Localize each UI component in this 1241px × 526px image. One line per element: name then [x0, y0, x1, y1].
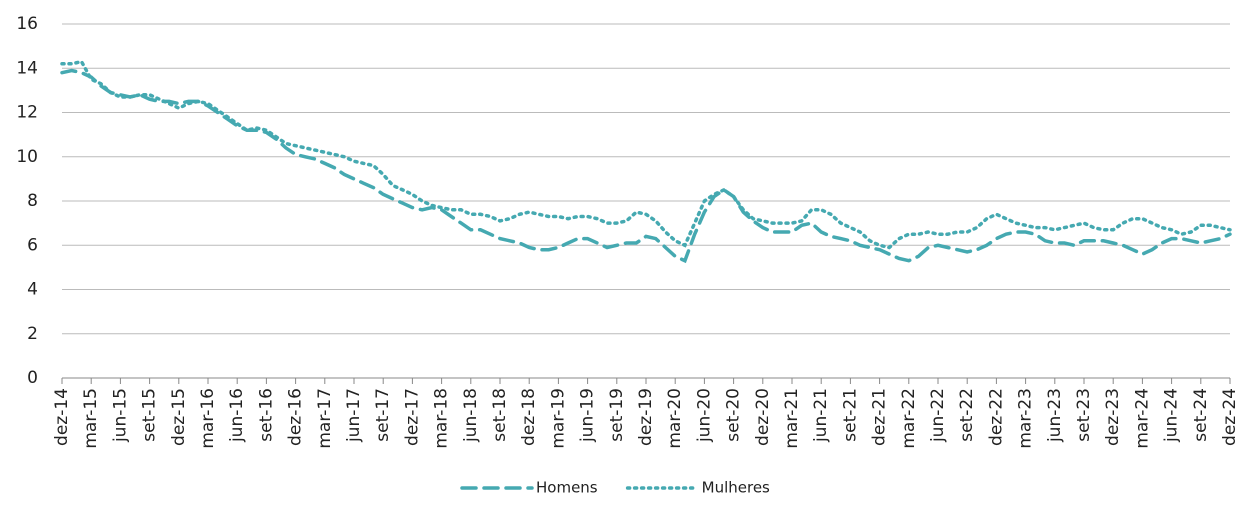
x-tick-label: jun-22	[928, 388, 948, 443]
x-tick-label: jun-18	[461, 388, 481, 443]
x-tick-label: mar-22	[899, 388, 919, 449]
x-tick-label: mar-20	[665, 388, 685, 449]
x-tick-label: set-24	[1191, 388, 1211, 442]
y-tick-label: 10	[16, 147, 38, 167]
x-tick-label: set-20	[724, 388, 744, 442]
x-tick-label: dez-15	[169, 388, 189, 446]
x-tick-label: set-16	[256, 388, 276, 442]
x-tick-label: mar-21	[782, 388, 802, 449]
line-series	[60, 59, 1232, 250]
x-tick-label: jun-23	[1045, 388, 1065, 443]
x-tick-label: dez-22	[986, 388, 1006, 446]
x-tick-label: jun-24	[1162, 388, 1182, 443]
x-tick-label: mar-23	[1016, 388, 1036, 449]
y-tick-label: 8	[27, 191, 38, 211]
legend-label: Mulheres	[702, 479, 770, 497]
x-tick-label: set-21	[840, 388, 860, 442]
x-tick-label: jun-20	[694, 388, 714, 443]
x-tick-label: dez-23	[1103, 388, 1123, 446]
x-tick-label: dez-21	[870, 388, 890, 446]
x-tick-label: jun-19	[578, 388, 598, 443]
x-tick-label: jun-21	[811, 388, 831, 443]
x-tick-label: mar-16	[198, 388, 218, 449]
y-tick-label: 6	[27, 235, 38, 255]
x-tick-label: set-23	[1074, 388, 1094, 442]
x-tick-label: dez-24	[1220, 388, 1240, 446]
x-tick-label: mar-24	[1132, 388, 1152, 449]
legend-label: Homens	[536, 479, 598, 497]
x-tick-label: jun-15	[110, 388, 130, 443]
x-tick-label: dez-19	[636, 388, 656, 446]
x-tick-label: mar-19	[548, 388, 568, 449]
x-tick-label: dez-16	[286, 388, 306, 446]
y-tick-label: 12	[16, 103, 38, 123]
y-tick-label: 14	[16, 58, 38, 78]
x-tick-label: mar-17	[315, 388, 335, 449]
y-tick-label: 16	[16, 14, 38, 34]
x-tick-label: set-17	[373, 388, 393, 442]
line-series	[60, 68, 1232, 264]
x-tick-label: jun-17	[344, 388, 364, 443]
x-tick-label: set-19	[607, 388, 627, 442]
x-tick-label: mar-18	[432, 388, 452, 449]
x-tick-label: mar-15	[81, 388, 101, 449]
y-tick-label: 0	[27, 368, 38, 388]
x-tick-label: jun-16	[227, 388, 247, 443]
x-tick-label: dez-20	[753, 388, 773, 446]
x-tick-label: set-15	[140, 388, 160, 442]
x-tick-label: set-22	[957, 388, 977, 442]
x-tick-label: set-18	[490, 388, 510, 442]
y-tick-label: 2	[27, 324, 38, 344]
x-tick-label: dez-18	[519, 388, 539, 446]
x-tick-label: dez-14	[52, 388, 72, 446]
y-tick-label: 4	[27, 280, 38, 300]
x-tick-label: dez-17	[402, 388, 422, 446]
